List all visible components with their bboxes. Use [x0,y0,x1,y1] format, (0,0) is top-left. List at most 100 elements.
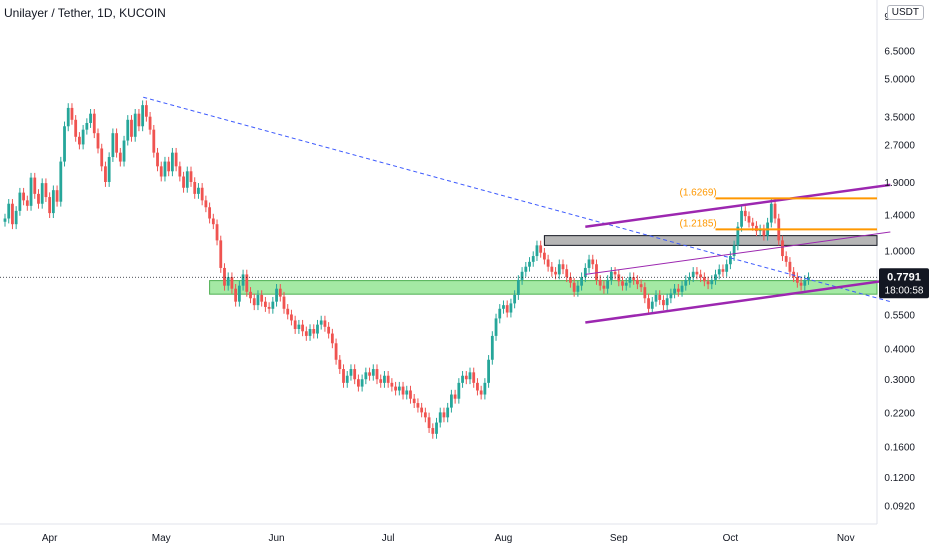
candle-body [442,412,446,418]
y-tick-label: 0.1600 [884,442,915,453]
candle-body [729,256,732,265]
channel-line [585,183,891,228]
candle-body [85,122,89,130]
candle-body [539,245,543,253]
candle-body [591,259,595,265]
candle-body [237,285,241,302]
candle-body [22,192,25,201]
candle-body [118,152,122,162]
x-tick-label: May [152,533,171,544]
chart-title: Unilayer / Tether, 1D, KUCOIN [4,6,166,20]
candle-body [740,210,743,227]
candle-body [609,271,613,280]
candle-body [111,133,115,158]
candle-body [602,285,606,289]
candle-body [732,245,736,257]
candle-body [59,161,63,202]
candle-body [624,282,628,286]
candle-body [156,152,159,167]
candle-body [92,113,96,134]
y-tick-label: 2.7000 [884,140,915,151]
candle-body [435,422,438,434]
x-tick-label: Nov [837,533,855,544]
candle-body [345,375,349,383]
candle-body [699,274,703,278]
x-tick-label: Jun [268,533,284,544]
candle-body [606,279,610,289]
candle-body [122,140,126,162]
candle-body [171,152,174,172]
candle-body [219,240,223,268]
y-tick-label: 0.1200 [884,473,915,484]
candle-body [680,285,684,292]
candle-body [595,264,598,280]
candle-body [427,417,431,429]
candle-body [446,407,450,418]
candle-body [632,277,636,280]
candle-body [3,218,7,222]
candle-body [278,288,282,297]
candle-body [159,166,163,177]
candle-body [487,359,490,383]
candle-body [494,318,498,336]
candle-body [717,269,721,275]
candle-body [688,277,691,280]
candle-body [286,308,290,315]
candle-body [104,166,107,182]
candle-body [301,324,304,332]
candle-body [323,320,327,327]
candle-body [264,301,267,307]
candle-body [673,288,676,294]
candle-body [639,284,643,288]
candle-body [691,271,695,278]
candle-body [662,299,665,306]
candle-body [453,394,457,399]
candle-body [464,375,468,380]
candle-body [137,113,141,127]
candle-body [416,403,420,408]
candle-body [178,166,182,177]
resistance-zone [543,235,878,246]
candle-body [565,269,569,278]
fib-label: (1.6269) [680,187,717,198]
currency-button[interactable]: USDT [886,5,924,20]
candle-body [531,256,535,262]
candle-body [368,372,371,376]
candle-body [215,224,219,241]
y-tick-label: 1.9000 [884,178,915,189]
candle-body [51,190,55,214]
candle-body [96,133,100,149]
candle-body [174,152,178,167]
candle-body [554,271,557,275]
candle-body [412,398,416,404]
last-price-badge [879,268,929,299]
candle-body [308,329,312,336]
candle-body [223,267,226,286]
candle-body [383,375,386,383]
candle-body [650,301,654,309]
candle-body [230,277,234,289]
candle-body [312,329,316,334]
candle-body [747,216,751,223]
candle-body [63,126,66,162]
candle-body [371,369,375,376]
candle-body [654,294,658,302]
countdown-label: 18:00:58 [885,285,924,296]
candle-body [130,119,133,137]
candle-body [788,261,792,272]
candle-body [11,203,14,225]
downtrend-line [143,96,891,303]
candle-body [669,293,673,299]
candle-body [37,193,40,204]
candle-body [100,148,104,167]
candle-body [636,279,639,285]
candle-body [200,187,204,201]
candle-body [647,298,650,309]
candle-body [617,274,621,282]
candle-body [569,277,572,283]
candle-body [66,107,70,127]
candle-body [643,287,647,299]
candle-body [621,281,624,286]
candle-body [658,294,662,300]
